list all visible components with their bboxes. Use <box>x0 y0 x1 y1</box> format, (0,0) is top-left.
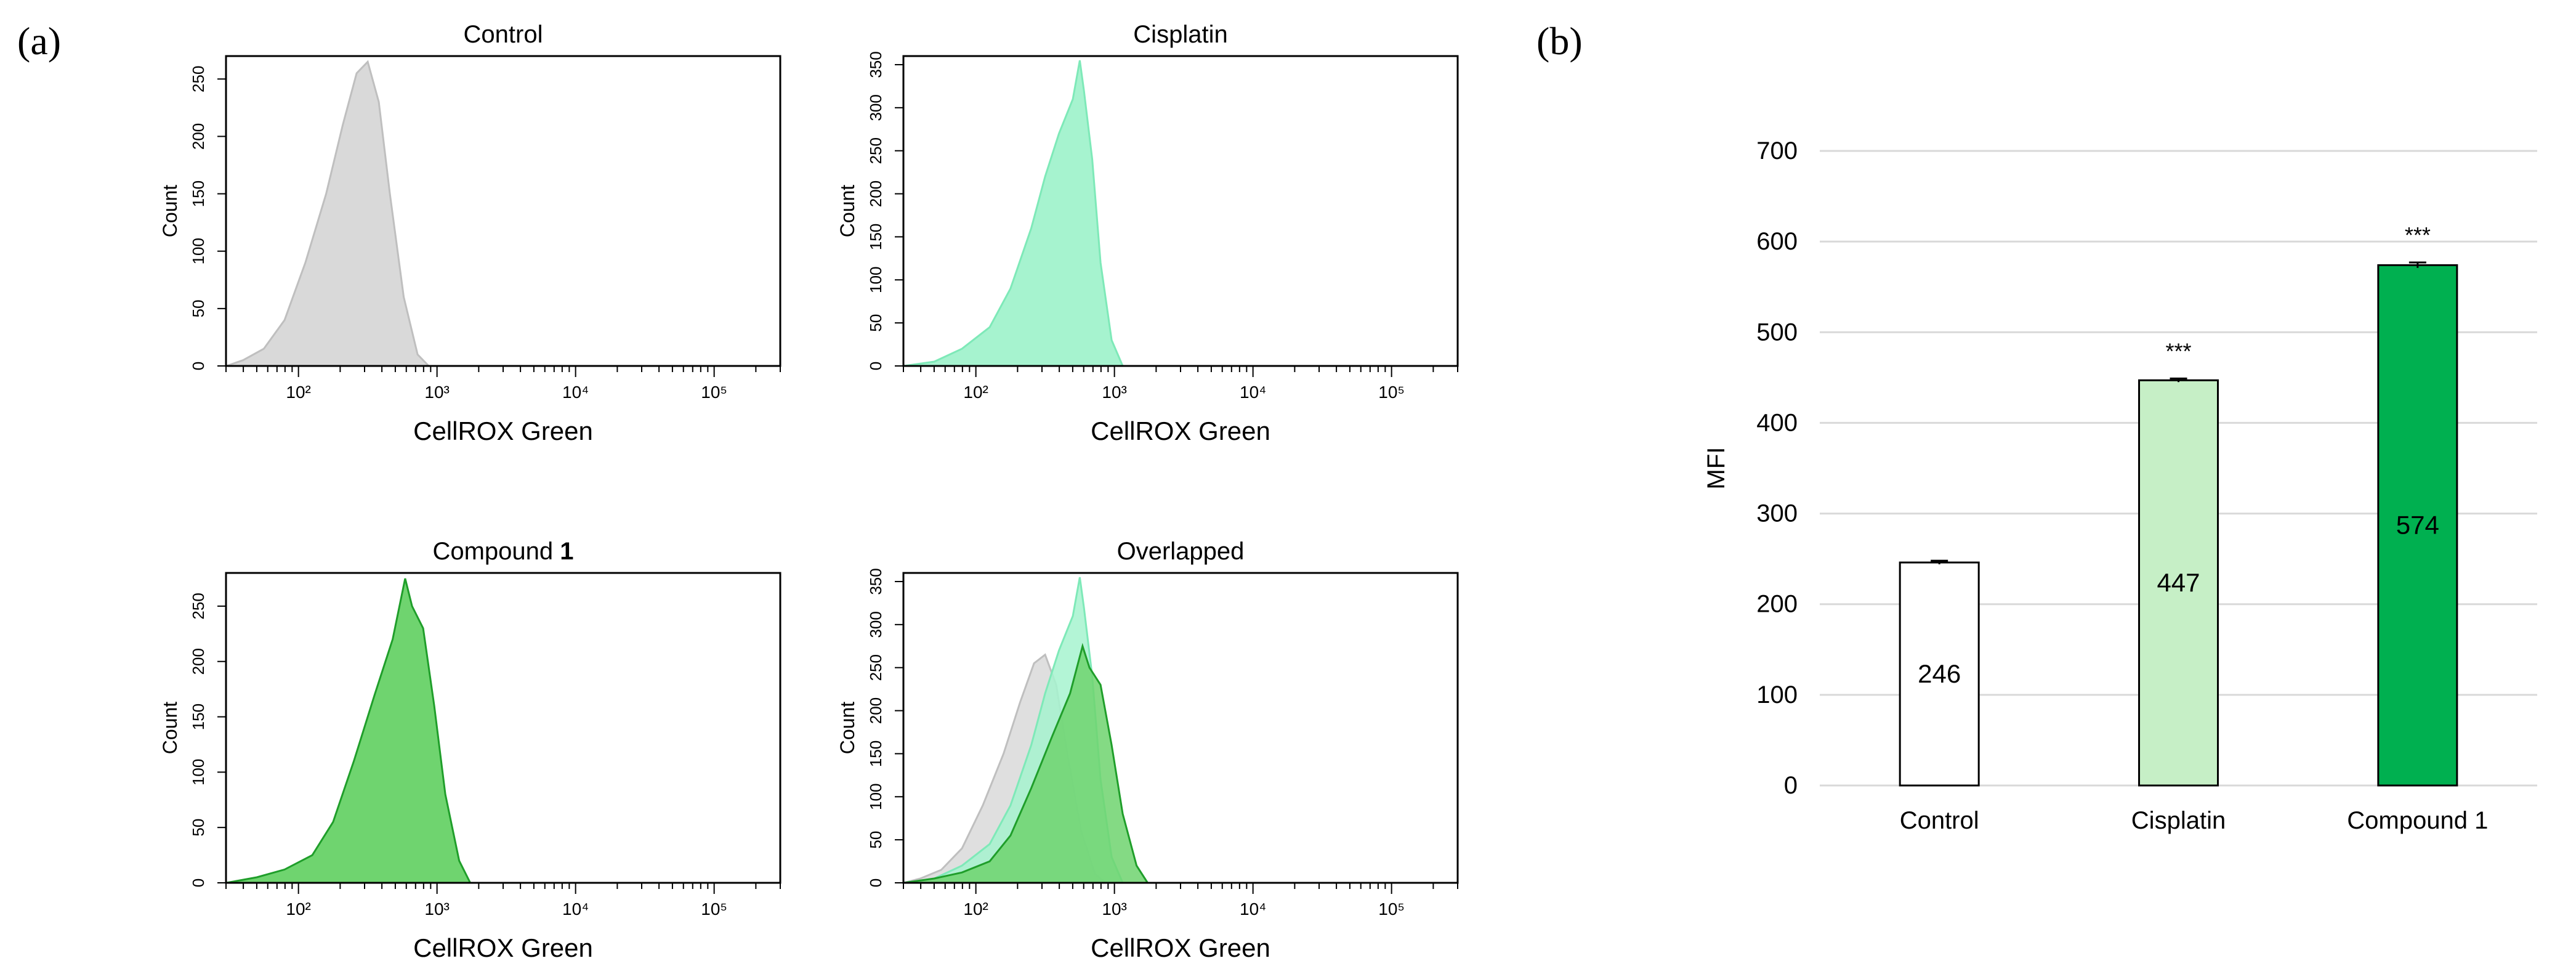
x-tick-label: 10⁴ <box>562 383 589 402</box>
y-tick-label: 250 <box>866 654 885 681</box>
y-tick-label: 50 <box>866 831 885 849</box>
histogram-title: Overlapped <box>1117 538 1245 565</box>
category-label-cisplatin: Cisplatin <box>2131 807 2226 834</box>
y-tick-label: 500 <box>1756 319 1798 346</box>
x-tick-label: 10³ <box>1102 383 1126 402</box>
y-axis-label: Count <box>159 185 181 238</box>
y-tick-label: 200 <box>1756 591 1798 618</box>
histogram-title: Compound 1 <box>432 538 573 565</box>
histogram-overlapped: Overlapped 10² 10³ 10⁴ 10⁵ 0 50 100 150 200 250 300… <box>836 538 1459 962</box>
y-tick-label: 100 <box>866 267 885 293</box>
y-tick-label: 100 <box>1756 681 1798 708</box>
y-tick-label: 150 <box>189 704 208 730</box>
y-tick-label: 300 <box>1756 500 1798 527</box>
histogram-series-control <box>226 60 431 367</box>
y-tick-label: 0 <box>189 362 208 370</box>
y-tick-label: 300 <box>866 611 885 638</box>
y-tick-label: 350 <box>866 51 885 78</box>
y-axis-label: MFI <box>1703 447 1730 490</box>
y-tick-label: 0 <box>1784 772 1798 799</box>
y-tick-label: 250 <box>866 137 885 164</box>
y-tick-label: 150 <box>866 741 885 767</box>
y-tick-label: 200 <box>866 181 885 207</box>
x-tick-label: 10⁴ <box>1240 383 1266 402</box>
y-tick-label: 400 <box>1756 409 1798 436</box>
histogram-title: Control <box>464 21 543 48</box>
y-tick-label: 250 <box>189 593 208 619</box>
y-tick-label: 50 <box>189 819 208 837</box>
x-tick-label: 10² <box>286 383 310 402</box>
histogram-control: Control 10² 10³ 10⁴ 10⁵ 0 50 100 150 200 250 CellRO… <box>159 21 781 445</box>
y-tick-label: 0 <box>866 362 885 370</box>
x-tick-label: 10⁴ <box>562 899 589 919</box>
x-tick-label: 10⁵ <box>1378 383 1405 402</box>
y-axis-label: Count <box>159 702 181 755</box>
histogram-series-compound-1 <box>226 578 472 884</box>
y-tick-label: 150 <box>189 181 208 207</box>
y-tick-label: 0 <box>189 879 208 887</box>
significance-marker: *** <box>2165 338 2191 363</box>
bar-compound-1 <box>2377 264 2458 787</box>
y-tick-label: 150 <box>866 224 885 250</box>
y-tick-label: 600 <box>1756 228 1798 255</box>
y-tick-label: 200 <box>189 123 208 150</box>
y-tick-label: 100 <box>189 759 208 785</box>
y-tick-label: 700 <box>1756 137 1798 164</box>
value-label-compound-1: 574 <box>2396 511 2439 540</box>
x-axis-label: CellROX Green <box>413 416 593 445</box>
y-tick-label: 100 <box>866 784 885 810</box>
value-label-cisplatin: 447 <box>2157 568 2200 597</box>
y-tick-label: 50 <box>189 299 208 317</box>
plot-frame <box>902 55 1459 367</box>
x-tick-label: 10³ <box>1102 899 1126 919</box>
x-tick-label: 10² <box>963 899 988 919</box>
x-axis-label: CellROX Green <box>1091 933 1270 962</box>
histogram-compound-1: Compound 1 10² 10³ 10⁴ 10⁵ 0 50 100 150 200 250 Cel… <box>159 538 781 962</box>
x-tick-label: 10⁵ <box>701 383 727 402</box>
mfi-bar-chart: 0 100 200 300 400 500 600 700 MFI 246 Control 447 **… <box>1703 137 2537 834</box>
x-tick-label: 10⁵ <box>1378 899 1405 919</box>
histogram-title: Cisplatin <box>1133 21 1227 48</box>
histogram-panels: Control 10² 10³ 10⁴ 10⁵ 0 50 100 150 200 250 CellRO… <box>159 21 1459 962</box>
histogram-cisplatin: Cisplatin 10² 10³ 10⁴ 10⁵ 0 50 100 150 200 250 300 3… <box>836 21 1459 445</box>
plot-frame <box>225 572 781 884</box>
y-tick-label: 200 <box>189 648 208 675</box>
panel-label-a: (a) <box>17 19 61 63</box>
x-tick-label: 10⁵ <box>701 899 727 919</box>
y-tick-label: 350 <box>866 568 885 595</box>
x-tick-label: 10³ <box>424 383 449 402</box>
value-label-control: 246 <box>1918 659 1961 688</box>
category-label-control: Control <box>1900 807 1979 834</box>
panel-label-b: (b) <box>1536 19 1583 63</box>
category-label-compound-1: Compound 1 <box>2347 807 2488 834</box>
y-tick-label: 200 <box>866 697 885 724</box>
y-tick-label: 50 <box>866 314 885 332</box>
bar-cisplatin <box>2138 379 2219 787</box>
y-tick-label: 100 <box>189 238 208 264</box>
x-tick-label: 10² <box>286 899 310 919</box>
y-axis-label: Count <box>836 702 858 755</box>
y-tick-label: 300 <box>866 94 885 121</box>
x-axis-label: CellROX Green <box>1091 416 1270 445</box>
y-axis-label: Count <box>836 185 858 238</box>
significance-marker: *** <box>2405 222 2431 248</box>
x-tick-label: 10² <box>963 383 988 402</box>
y-tick-label: 250 <box>189 66 208 92</box>
x-axis-label: CellROX Green <box>413 933 593 962</box>
y-tick-label: 0 <box>866 879 885 887</box>
x-tick-label: 10⁴ <box>1240 899 1266 919</box>
histogram-series-compound-1 <box>903 643 1150 884</box>
x-tick-label: 10³ <box>424 899 449 919</box>
histogram-series-cisplatin <box>903 60 1124 367</box>
